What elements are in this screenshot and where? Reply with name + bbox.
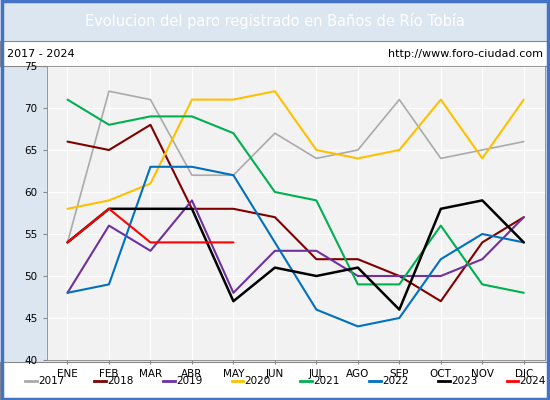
Text: 2017 - 2024: 2017 - 2024	[7, 49, 74, 59]
Text: http://www.foro-ciudad.com: http://www.foro-ciudad.com	[388, 49, 543, 59]
Text: 2019: 2019	[176, 376, 202, 386]
Text: 2020: 2020	[245, 376, 271, 386]
Text: 2022: 2022	[382, 376, 409, 386]
Text: 2024: 2024	[520, 376, 546, 386]
Text: 2018: 2018	[107, 376, 134, 386]
Text: 2017: 2017	[39, 376, 65, 386]
Text: 2021: 2021	[314, 376, 340, 386]
Text: 2023: 2023	[451, 376, 477, 386]
Text: Evolucion del paro registrado en Baños de Río Tobía: Evolucion del paro registrado en Baños d…	[85, 13, 465, 29]
